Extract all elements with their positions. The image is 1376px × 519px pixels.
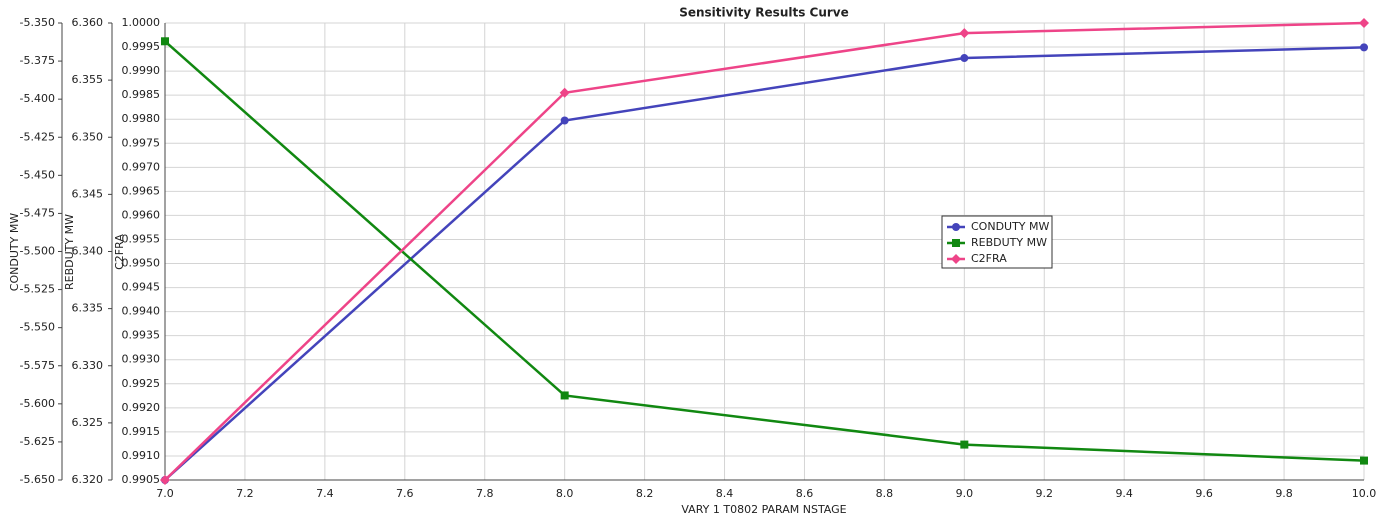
y3-tick-label: 0.9985	[122, 88, 161, 101]
x-tick-label: 8.8	[876, 487, 894, 500]
y3-tick-label: 0.9940	[122, 305, 161, 318]
x-tick-label: 7.8	[476, 487, 494, 500]
marker	[560, 116, 569, 125]
y-tick-label: -5.550	[20, 321, 55, 334]
x-tick-label: 9.2	[1036, 487, 1054, 500]
x-tick-label: 8.2	[636, 487, 654, 500]
legend-label: CONDUTY MW	[971, 220, 1050, 233]
marker	[1359, 18, 1369, 28]
y-tick-label: -5.450	[20, 168, 55, 181]
y2-tick-label: 6.345	[72, 187, 104, 200]
x-tick-label: 7.6	[396, 487, 414, 500]
marker	[960, 54, 969, 63]
series-line	[164, 40, 1365, 462]
legend-marker	[952, 223, 960, 231]
chart-title: Sensitivity Results Curve	[679, 6, 849, 20]
y2-tick-label: 6.320	[72, 473, 104, 486]
y3-tick-label: 0.9970	[122, 160, 161, 173]
y-tick-label: -5.625	[20, 435, 55, 448]
y3-tick-label: 0.9960	[122, 208, 161, 221]
marker	[1360, 456, 1368, 465]
x-tick-label: 8.4	[716, 487, 734, 500]
series-line	[164, 46, 1365, 481]
y-tick-label: -5.525	[20, 283, 55, 296]
y-tick-label: -5.350	[20, 16, 55, 29]
x-tick-label: 10.0	[1352, 487, 1376, 500]
x-tick-label: 9.0	[956, 487, 974, 500]
marker	[1360, 43, 1368, 52]
y3-tick-label: 0.9950	[122, 257, 161, 270]
legend-label: C2FRA	[971, 252, 1007, 265]
x-tick-label: 9.6	[1195, 487, 1213, 500]
y3-tick-label: 0.9980	[122, 112, 161, 125]
marker	[161, 37, 169, 46]
y3-tick-label: 0.9935	[122, 329, 161, 342]
x-tick-label: 8.6	[796, 487, 814, 500]
y3-tick-label: 0.9920	[122, 401, 161, 414]
y2-tick-label: 6.335	[72, 302, 104, 315]
y2-tick-label: 6.360	[72, 16, 104, 29]
y3-tick-label: 0.9955	[122, 232, 161, 245]
marker	[560, 391, 569, 400]
y3-tick-label: 0.9945	[122, 281, 161, 294]
y3-tick-label: 0.9930	[122, 353, 161, 366]
marker	[559, 87, 570, 98]
y-axis-title: CONDUTY MW	[8, 213, 21, 292]
x-axis-title: VARY 1 T0802 PARAM NSTAGE	[681, 503, 846, 516]
series-line	[164, 21, 1365, 481]
y-tick-label: -5.475	[20, 206, 55, 219]
x-tick-label: 9.4	[1115, 487, 1133, 500]
x-tick-label: 9.8	[1275, 487, 1293, 500]
y3-tick-label: 0.9910	[122, 449, 161, 462]
y2-tick-label: 6.325	[72, 416, 104, 429]
marker	[960, 440, 969, 449]
legend-label: REBDUTY MW	[971, 236, 1047, 249]
y3-axis-title: C2FRA	[113, 234, 126, 270]
x-tick-label: 7.4	[316, 487, 334, 500]
y-tick-label: -5.600	[20, 397, 55, 410]
y2-tick-label: 6.340	[72, 245, 104, 258]
y-tick-label: -5.425	[20, 130, 55, 143]
y3-tick-label: 0.9905	[122, 473, 161, 486]
y2-tick-label: 6.350	[72, 130, 104, 143]
x-tick-label: 7.0	[156, 487, 174, 500]
marker	[959, 28, 970, 39]
marker	[160, 475, 170, 485]
y3-tick-label: 0.9965	[122, 184, 161, 197]
y3-tick-label: 0.9990	[122, 64, 161, 77]
y3-tick-label: 1.0000	[122, 16, 161, 29]
y-tick-label: -5.400	[20, 92, 55, 105]
y2-axis-title: REBDUTY MW	[63, 214, 76, 290]
y-tick-label: -5.575	[20, 359, 55, 372]
legend: CONDUTY MW REBDUTY MW C2FRA	[941, 215, 1053, 269]
y3-tick-label: 0.9975	[122, 136, 161, 149]
y3-tick-label: 0.9995	[122, 40, 161, 53]
y3-tick-label: 0.9925	[122, 377, 161, 390]
y-tick-label: -5.375	[20, 54, 55, 67]
y3-tick-label: 0.9915	[122, 425, 161, 438]
y2-tick-label: 6.330	[72, 359, 104, 372]
x-tick-label: 8.0	[556, 487, 574, 500]
legend-marker	[952, 239, 960, 247]
y-tick-label: -5.650	[20, 473, 55, 486]
y2-tick-label: 6.355	[72, 73, 104, 86]
legend-marker	[951, 254, 961, 264]
y-tick-label: -5.500	[20, 245, 55, 258]
x-tick-label: 7.2	[236, 487, 254, 500]
